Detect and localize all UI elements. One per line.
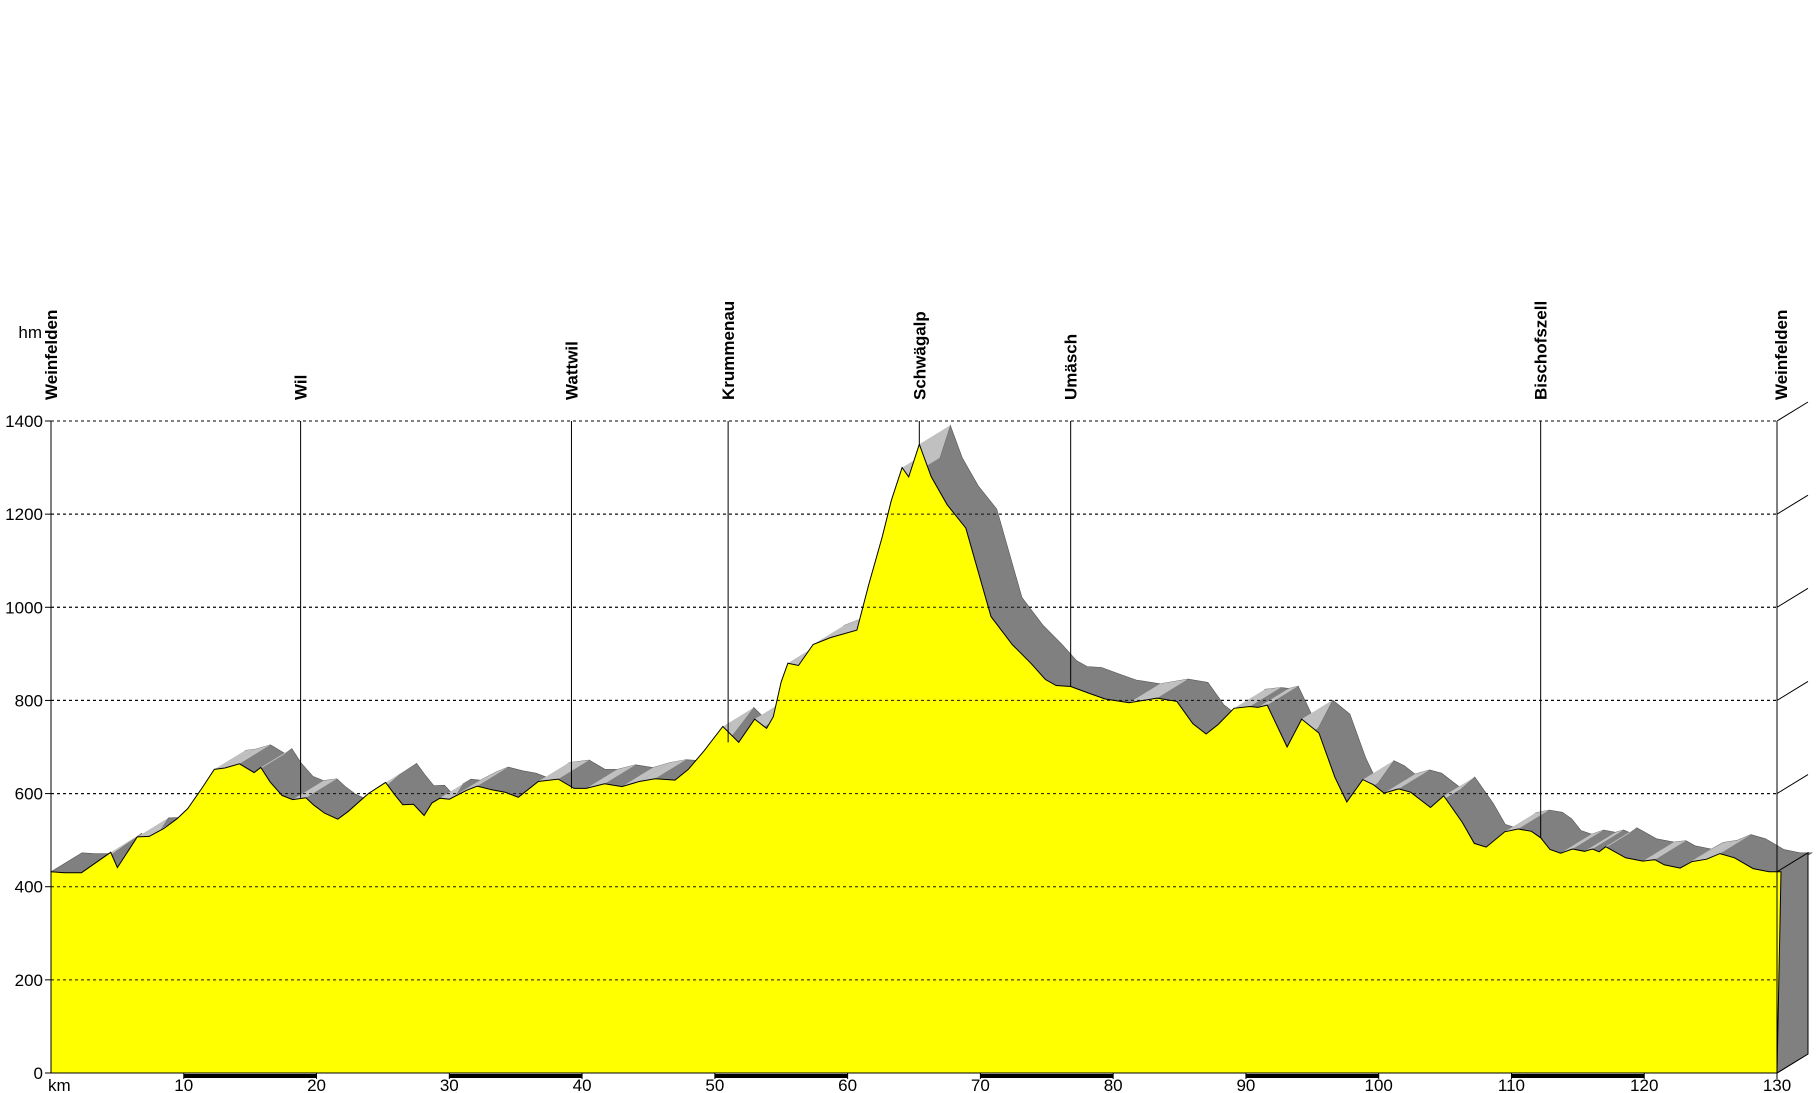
x-scale-bar-segment bbox=[449, 1074, 583, 1078]
x-scale-bar-segment bbox=[714, 1074, 848, 1078]
depth-gridline-1000 bbox=[1776, 587, 1809, 608]
depth-gridline-800 bbox=[1776, 681, 1809, 701]
terrain-light-facet bbox=[586, 764, 636, 789]
elevation-area bbox=[50, 420, 1782, 1074]
x-tick-label-130: 130 bbox=[1763, 1076, 1791, 1093]
y-tick-label-600: 600 bbox=[15, 785, 43, 804]
y-tick-label-400: 400 bbox=[15, 878, 43, 897]
y-tick-label-0: 0 bbox=[34, 1064, 43, 1083]
x-tick-label-10: 10 bbox=[174, 1076, 193, 1093]
terrain-light-facet bbox=[1706, 834, 1751, 860]
terrain-light-facet bbox=[1642, 840, 1686, 862]
place-label-6: Bischofszell bbox=[1532, 301, 1551, 400]
y-tick-label-1000: 1000 bbox=[5, 598, 43, 617]
elevation-area-fill bbox=[50, 442, 1782, 1074]
terrain-light-facet bbox=[1384, 769, 1430, 794]
y-tick-label-200: 200 bbox=[15, 971, 43, 990]
terrain-light-facet bbox=[432, 779, 472, 803]
x-tick-label-70: 70 bbox=[971, 1076, 990, 1093]
terrain-light-facet bbox=[449, 771, 498, 800]
x-tick-label-80: 80 bbox=[1104, 1076, 1123, 1093]
y-tick-label-800: 800 bbox=[15, 691, 43, 710]
terrain-light-facet bbox=[214, 748, 256, 770]
x-tick-label-60: 60 bbox=[838, 1076, 857, 1093]
place-label-3: Krummenau bbox=[719, 301, 738, 400]
depth-gridline-1400 bbox=[1776, 401, 1809, 422]
tick-labels: 0 200 400 600 800 1000 1200 1400 10 20 30 40 50 60 70 8… bbox=[5, 412, 1791, 1093]
right-side-wall bbox=[1776, 851, 1809, 1074]
terrain-light-facet bbox=[1233, 687, 1281, 709]
x-tick-label-20: 20 bbox=[307, 1076, 326, 1093]
axes bbox=[45, 420, 1778, 1079]
terrain-light-facet bbox=[621, 762, 671, 787]
terrain-light-facet bbox=[813, 618, 862, 645]
x-scale-bar-segment bbox=[1511, 1074, 1645, 1078]
x-tick-label-120: 120 bbox=[1630, 1076, 1658, 1093]
x-scale-bar-segment bbox=[1245, 1074, 1379, 1078]
terrain-light-facet bbox=[1129, 679, 1188, 703]
x-scale-bar-segment bbox=[316, 1074, 450, 1078]
depth-gridline-1200 bbox=[1776, 494, 1809, 515]
terrain-light-facet bbox=[538, 760, 590, 782]
terrain-light-facet bbox=[639, 759, 687, 782]
y-tick-label-1400: 1400 bbox=[5, 412, 43, 431]
y-axis-unit-label: hm bbox=[18, 323, 42, 342]
y-tick-label-1200: 1200 bbox=[5, 505, 43, 524]
place-label-1: Wil bbox=[292, 375, 311, 400]
terrain-light-facet bbox=[1257, 686, 1299, 708]
x-scale-bar-segment bbox=[1644, 1074, 1777, 1078]
place-label-2: Wattwil bbox=[562, 341, 581, 400]
x-tick-label-110: 110 bbox=[1498, 1076, 1525, 1093]
terrain-light-facet bbox=[1560, 829, 1604, 854]
x-tick-label-30: 30 bbox=[440, 1076, 459, 1093]
place-label-0: Weinfelden bbox=[42, 310, 61, 400]
place-label-4: Schwägalp bbox=[910, 311, 929, 400]
terrain-light-facet bbox=[224, 744, 271, 768]
x-scale-bar-segment bbox=[847, 1074, 981, 1078]
x-scale-bar-segment bbox=[183, 1074, 317, 1078]
place-label-5: Umäsch bbox=[1062, 334, 1081, 400]
terrain-light-facet bbox=[1692, 840, 1738, 862]
x-tick-label-90: 90 bbox=[1236, 1076, 1255, 1093]
x-tick-label-50: 50 bbox=[705, 1076, 724, 1093]
place-markers: Weinfelden Wil Wattwil Krummenau Schwägalp Um… bbox=[42, 301, 1791, 838]
x-tick-label-100: 100 bbox=[1365, 1076, 1393, 1093]
x-tick-label-40: 40 bbox=[573, 1076, 592, 1093]
terrain-light-facet bbox=[254, 748, 292, 773]
x-scale-bar-segment bbox=[51, 1074, 184, 1078]
terrain-light-facet bbox=[292, 778, 337, 800]
x-axis-unit-label: km bbox=[48, 1076, 71, 1093]
place-label-7: Weinfelden bbox=[1772, 310, 1791, 400]
x-scale-bar-segment bbox=[980, 1074, 1114, 1078]
depth-gridline-600 bbox=[1776, 774, 1809, 794]
x-scale-bar-segment bbox=[1113, 1074, 1246, 1078]
terrain-light-facet bbox=[1599, 827, 1637, 852]
x-scale-bar-segment bbox=[582, 1074, 715, 1078]
x-scale-bar-segment bbox=[1378, 1074, 1512, 1078]
terrain-light-facet bbox=[1584, 829, 1624, 852]
terrain-light-facet bbox=[466, 767, 509, 791]
terrain-light-facet bbox=[1504, 809, 1550, 832]
